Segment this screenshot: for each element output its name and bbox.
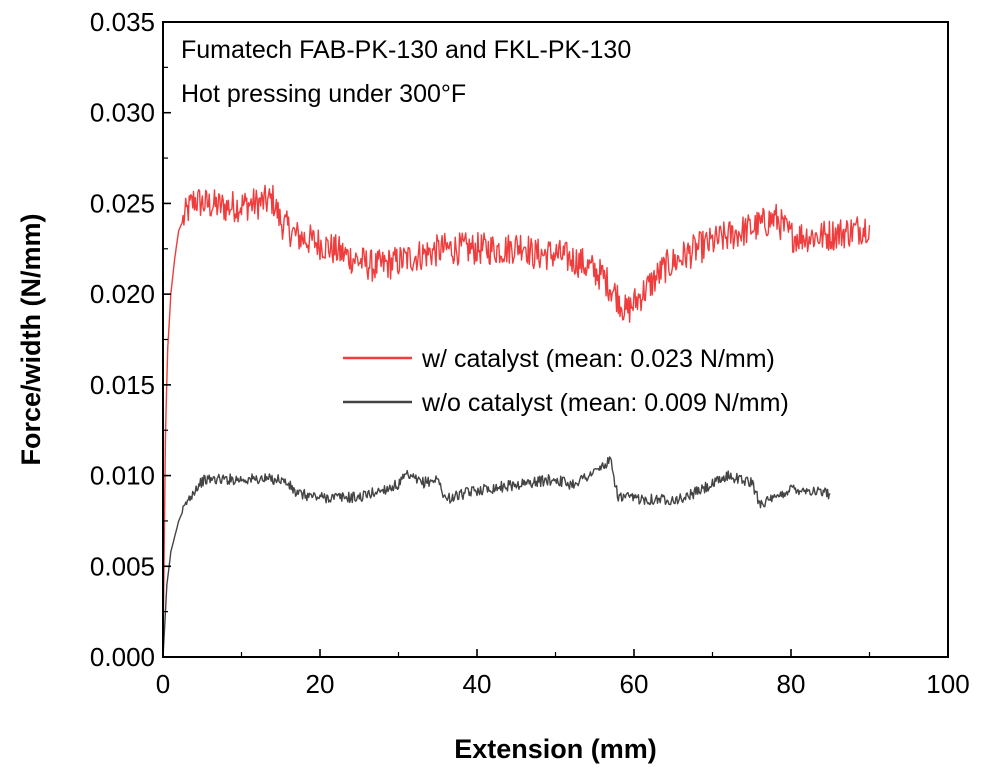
annotation-line-2: Hot pressing under 300°F <box>181 80 466 108</box>
y-tick-label: 0.010 <box>90 461 155 491</box>
x-tick-label: 20 <box>306 669 335 699</box>
plot-frame <box>162 21 949 658</box>
x-tick-label: 100 <box>926 669 969 699</box>
ticks-layer: 0 20 40 60 80 100 0.000 0.005 0.010 0.015 0.020 0.0… <box>90 7 970 699</box>
series-line-w-o-catalyst <box>162 456 831 658</box>
y-tick-label: 0.005 <box>90 551 155 581</box>
x-tick-label: 60 <box>620 669 649 699</box>
series-layer <box>162 184 871 658</box>
y-tick-label: 0.030 <box>90 98 155 128</box>
x-tick-label: 0 <box>156 669 170 699</box>
y-tick-label: 0.025 <box>90 188 155 218</box>
y-tick-label: 0.000 <box>90 642 155 672</box>
legend-label-wo-catalyst: w/o catalyst (mean: 0.009 N/mm) <box>421 389 789 417</box>
legend: w/ catalyst (mean: 0.023 N/mm) w/o catal… <box>343 345 789 417</box>
annotation-line-1: Fumatech FAB-PK-130 and FKL-PK-130 <box>181 36 631 64</box>
x-axis-title: Extension (mm) <box>454 734 657 764</box>
y-tick-label: 0.020 <box>90 279 155 309</box>
y-tick-label: 0.015 <box>90 370 155 400</box>
y-axis-title: Force/width (N/mm) <box>16 213 46 465</box>
x-tick-label: 40 <box>463 669 492 699</box>
series-line-w-catalyst <box>162 184 871 658</box>
y-tick-label: 0.035 <box>90 7 155 37</box>
legend-label-w-catalyst: w/ catalyst (mean: 0.023 N/mm) <box>421 345 775 373</box>
x-tick-label: 80 <box>777 669 806 699</box>
